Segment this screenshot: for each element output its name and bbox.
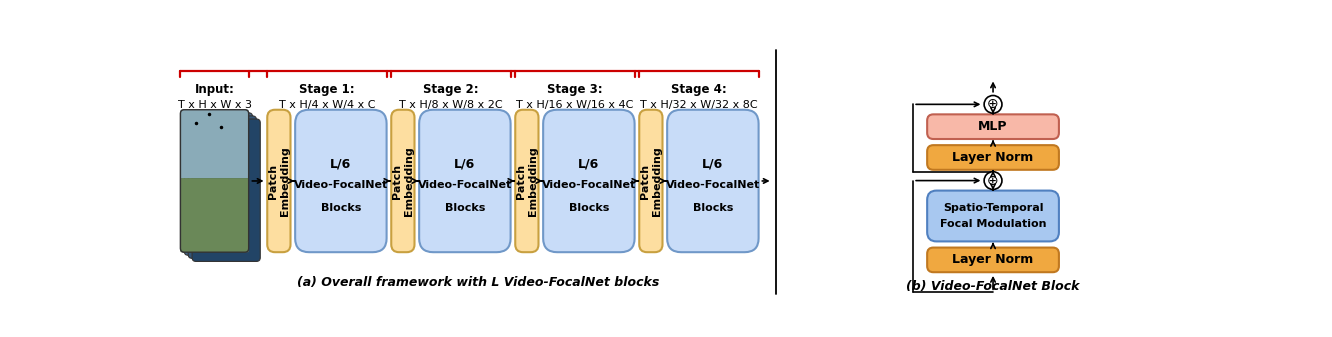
Text: Video-FocalNet: Video-FocalNet bbox=[418, 180, 511, 190]
Text: T x H/16 x W/16 x 4C: T x H/16 x W/16 x 4C bbox=[517, 100, 634, 110]
FancyBboxPatch shape bbox=[192, 119, 260, 262]
FancyBboxPatch shape bbox=[188, 116, 256, 258]
Text: Video-FocalNet: Video-FocalNet bbox=[294, 180, 388, 190]
FancyBboxPatch shape bbox=[180, 110, 249, 252]
FancyBboxPatch shape bbox=[927, 145, 1059, 170]
Text: Patch
Embedding: Patch Embedding bbox=[641, 146, 662, 216]
Text: (a) Overall framework with L Video-FocalNet blocks: (a) Overall framework with L Video-Focal… bbox=[297, 276, 659, 289]
Text: ⊕: ⊕ bbox=[987, 97, 999, 111]
Text: Blocks: Blocks bbox=[569, 203, 609, 213]
Text: ⊕: ⊕ bbox=[987, 174, 999, 188]
FancyBboxPatch shape bbox=[184, 113, 253, 255]
Text: Layer Norm: Layer Norm bbox=[952, 253, 1034, 266]
FancyBboxPatch shape bbox=[180, 110, 249, 178]
Text: Patch
Embedding: Patch Embedding bbox=[392, 146, 414, 216]
Text: Patch
Embedding: Patch Embedding bbox=[515, 146, 538, 216]
Text: Spatio-Temporal: Spatio-Temporal bbox=[943, 203, 1043, 213]
Text: Stage 2:: Stage 2: bbox=[424, 83, 478, 96]
Text: T x H x W x 3: T x H x W x 3 bbox=[177, 100, 252, 110]
FancyBboxPatch shape bbox=[392, 110, 414, 252]
Circle shape bbox=[984, 95, 1002, 113]
Text: Blocks: Blocks bbox=[321, 203, 361, 213]
Text: L/6: L/6 bbox=[578, 157, 599, 171]
Text: (b) Video-FocalNet Block: (b) Video-FocalNet Block bbox=[906, 280, 1080, 293]
Circle shape bbox=[984, 172, 1002, 189]
Text: Layer Norm: Layer Norm bbox=[952, 151, 1034, 164]
FancyBboxPatch shape bbox=[927, 248, 1059, 272]
Text: L/6: L/6 bbox=[454, 157, 476, 171]
Text: Video-FocalNet: Video-FocalNet bbox=[542, 180, 635, 190]
FancyBboxPatch shape bbox=[927, 191, 1059, 241]
Text: MLP: MLP bbox=[978, 120, 1008, 133]
Text: T x H/32 x W/32 x 8C: T x H/32 x W/32 x 8C bbox=[641, 100, 758, 110]
Text: Blocks: Blocks bbox=[693, 203, 733, 213]
FancyBboxPatch shape bbox=[639, 110, 662, 252]
Text: Stage 3:: Stage 3: bbox=[547, 83, 603, 96]
FancyBboxPatch shape bbox=[543, 110, 634, 252]
FancyBboxPatch shape bbox=[420, 110, 510, 252]
Text: T x H/4 x W/4 x C: T x H/4 x W/4 x C bbox=[278, 100, 376, 110]
Text: Input:: Input: bbox=[194, 83, 234, 96]
FancyBboxPatch shape bbox=[296, 110, 386, 252]
FancyBboxPatch shape bbox=[927, 114, 1059, 139]
Text: Focal Modulation: Focal Modulation bbox=[940, 219, 1047, 229]
Text: Blocks: Blocks bbox=[445, 203, 485, 213]
Text: Video-FocalNet: Video-FocalNet bbox=[666, 180, 761, 190]
Text: Patch
Embedding: Patch Embedding bbox=[268, 146, 289, 216]
FancyBboxPatch shape bbox=[667, 110, 759, 252]
Text: L/6: L/6 bbox=[330, 157, 352, 171]
FancyBboxPatch shape bbox=[268, 110, 290, 252]
Text: Stage 1:: Stage 1: bbox=[300, 83, 354, 96]
Text: T x H/8 x W/8 x 2C: T x H/8 x W/8 x 2C bbox=[400, 100, 502, 110]
Text: L/6: L/6 bbox=[702, 157, 723, 171]
FancyBboxPatch shape bbox=[180, 178, 249, 252]
Text: Stage 4:: Stage 4: bbox=[671, 83, 727, 96]
FancyBboxPatch shape bbox=[515, 110, 538, 252]
